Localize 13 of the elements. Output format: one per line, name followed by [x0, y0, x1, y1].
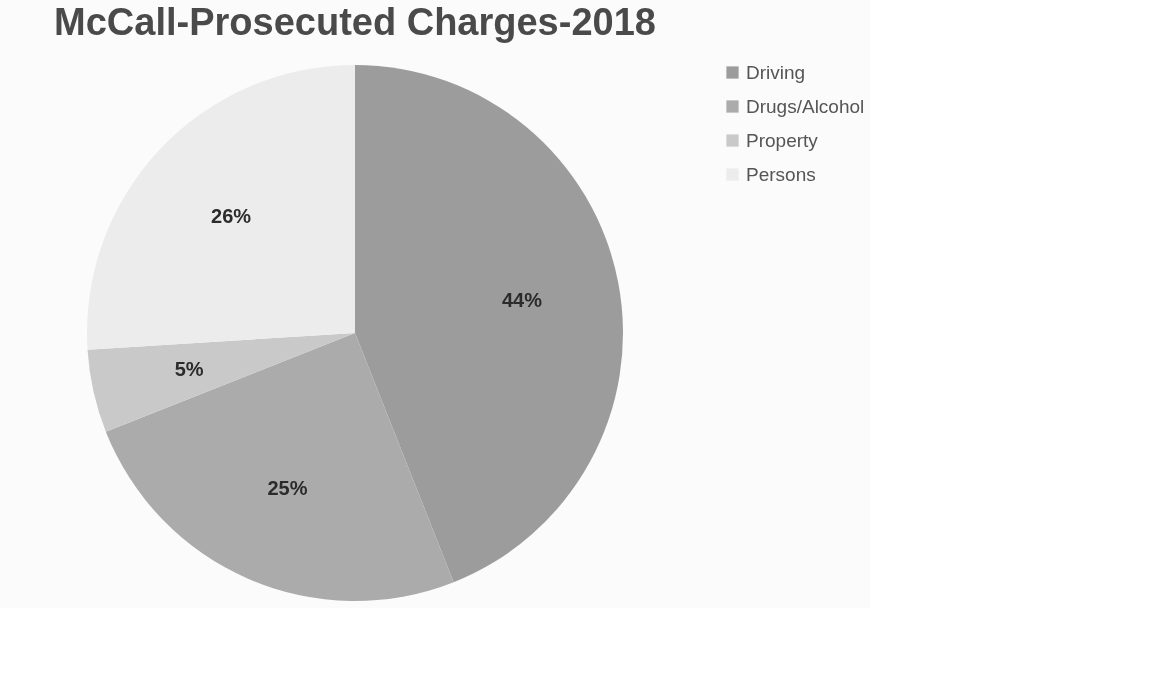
data-label: 44% [501, 289, 543, 312]
data-label: 26% [211, 204, 252, 227]
pie-slice [87, 65, 355, 350]
pie-slice [105, 333, 454, 601]
data-label: 5% [174, 358, 204, 381]
chart-title: McCall-Prosecuted Charges-2018 [54, 1, 656, 43]
pie-slice [355, 65, 623, 583]
legend-label: Property [746, 129, 819, 151]
legend-label: Drugs/Alcohol [746, 95, 865, 117]
legend-label: Driving [746, 61, 806, 83]
pie-slice [87, 333, 355, 432]
data-label: 25% [267, 477, 308, 500]
legend-label: Persons [746, 163, 816, 185]
